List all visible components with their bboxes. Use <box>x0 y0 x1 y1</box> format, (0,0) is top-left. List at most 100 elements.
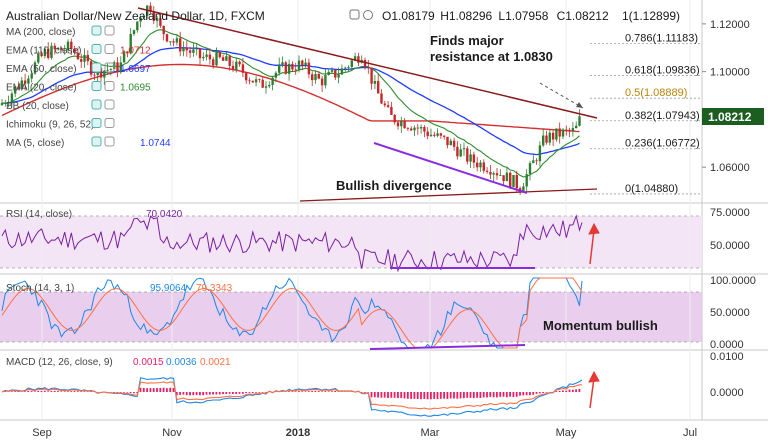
macd-histogram-bar <box>493 392 495 397</box>
candle-body <box>469 154 471 161</box>
stoch-tick-label: 50.0000 <box>710 307 750 319</box>
macd-histogram-bar <box>186 392 188 395</box>
candle-body <box>222 57 224 61</box>
legend-value-2: 1.0697 <box>120 64 151 75</box>
macd-histogram-bar <box>450 392 452 398</box>
macd-histogram-bar <box>146 388 148 392</box>
macd-histogram-bar <box>328 391 330 392</box>
macd-histogram-bar <box>249 392 251 393</box>
candle-body <box>568 130 570 132</box>
macd-histogram-bar <box>470 392 472 398</box>
macd-histogram-bar <box>575 389 577 392</box>
macd-histogram-bar <box>311 391 313 392</box>
candle-body <box>308 63 310 75</box>
candle-body <box>509 173 511 187</box>
macd-histogram-bar <box>54 391 56 392</box>
legend-value-1: 1.0712 <box>120 46 151 57</box>
macd-histogram-bar <box>156 388 158 392</box>
macd-histogram-bar <box>315 391 317 392</box>
candle-body <box>542 136 544 146</box>
macd-histogram-bar <box>318 391 320 392</box>
macd-histogram-bar <box>245 392 247 393</box>
candle-body <box>403 121 405 129</box>
legend-label-2: EMA (50, close) <box>6 64 77 75</box>
macd-histogram-bar <box>229 392 231 394</box>
legend-label-1: EMA (110, close) <box>6 46 81 57</box>
macd-histogram-bar <box>305 391 307 392</box>
macd-histogram-bar <box>562 390 564 392</box>
price-tick-label: 1.06000 <box>710 162 750 174</box>
macd-histogram-bar <box>579 389 581 392</box>
fib-level-label: 0.618(1.09836) <box>625 65 700 77</box>
macd-histogram-bar <box>456 392 458 399</box>
macd-histogram-bar <box>27 391 29 392</box>
candle-body <box>324 75 326 85</box>
svg-text:MACD (12, 26, close, 9): MACD (12, 26, close, 9) <box>6 357 113 368</box>
candle-body <box>248 80 250 81</box>
svg-text:Stoch (14, 3, 1): Stoch (14, 3, 1) <box>6 283 74 294</box>
candle-body <box>555 128 557 139</box>
macd-histogram-bar <box>433 392 435 399</box>
macd-histogram-bar <box>486 392 488 397</box>
candle-body <box>466 148 468 161</box>
candle-body <box>331 70 333 72</box>
candle-body <box>397 122 399 126</box>
candle-body <box>275 73 277 78</box>
macd-histogram-bar <box>440 392 442 399</box>
macd-histogram-bar <box>331 391 333 392</box>
candle-body <box>456 147 458 157</box>
macd-histogram-bar <box>209 392 211 395</box>
macd-histogram-bar <box>242 392 244 394</box>
macd-histogram-bar <box>77 391 79 392</box>
candle-body <box>258 79 260 80</box>
candle-body <box>192 49 194 52</box>
legend-value-3: 1.0695 <box>120 83 151 94</box>
candle-body <box>196 48 198 49</box>
candle-body <box>512 175 514 187</box>
stoch-k-value: 95.9064 <box>150 283 187 294</box>
macd-histogram-bar <box>252 392 254 393</box>
candle-body <box>238 62 240 65</box>
candle-body <box>93 75 95 76</box>
candle-body <box>337 75 339 78</box>
time-axis-label: 2018 <box>286 427 310 439</box>
candle-body <box>116 62 118 72</box>
candle-body <box>205 55 207 57</box>
candle-body <box>460 149 462 156</box>
candle-body <box>526 174 528 186</box>
macd-histogram-bar <box>222 392 224 394</box>
candle-body <box>565 130 567 131</box>
candle-body <box>285 62 287 74</box>
macd-histogram-bar <box>84 391 86 392</box>
macd-histogram-bar <box>516 392 518 397</box>
candle-body <box>539 145 541 161</box>
candle-body <box>212 59 214 65</box>
legend-eye-icon <box>92 119 101 128</box>
candle-body <box>278 64 280 72</box>
macd-histogram-bar <box>437 392 439 399</box>
macd-histogram-bar <box>159 388 161 392</box>
candle-body <box>179 38 181 51</box>
macd-histogram-bar <box>47 391 49 392</box>
macd-histogram-bar <box>529 392 531 395</box>
macd-histogram-bar <box>463 392 465 398</box>
candle-body <box>189 50 191 53</box>
candle-body <box>344 68 346 69</box>
candle-body <box>387 105 389 107</box>
macd-histogram-bar <box>394 392 396 398</box>
legend-eye-icon <box>92 63 101 72</box>
macd-histogram-bar <box>423 392 425 399</box>
legend-label-4: BB (20, close) <box>6 101 69 112</box>
macd-histogram-bar <box>542 392 544 393</box>
candle-body <box>334 70 336 78</box>
candle-body <box>486 171 488 172</box>
fib-level-label: 0.786(1.11183) <box>625 32 698 44</box>
candle-body <box>219 52 221 57</box>
resistance-annotation-line2: resistance at 1.0830 <box>430 49 553 64</box>
candle-body <box>245 73 247 81</box>
candle-body <box>242 64 244 73</box>
macd-histogram-bar <box>199 392 201 395</box>
rsi-value: 70.0420 <box>146 209 183 220</box>
fib-level-label: 0.5(1.08889) <box>625 87 687 99</box>
